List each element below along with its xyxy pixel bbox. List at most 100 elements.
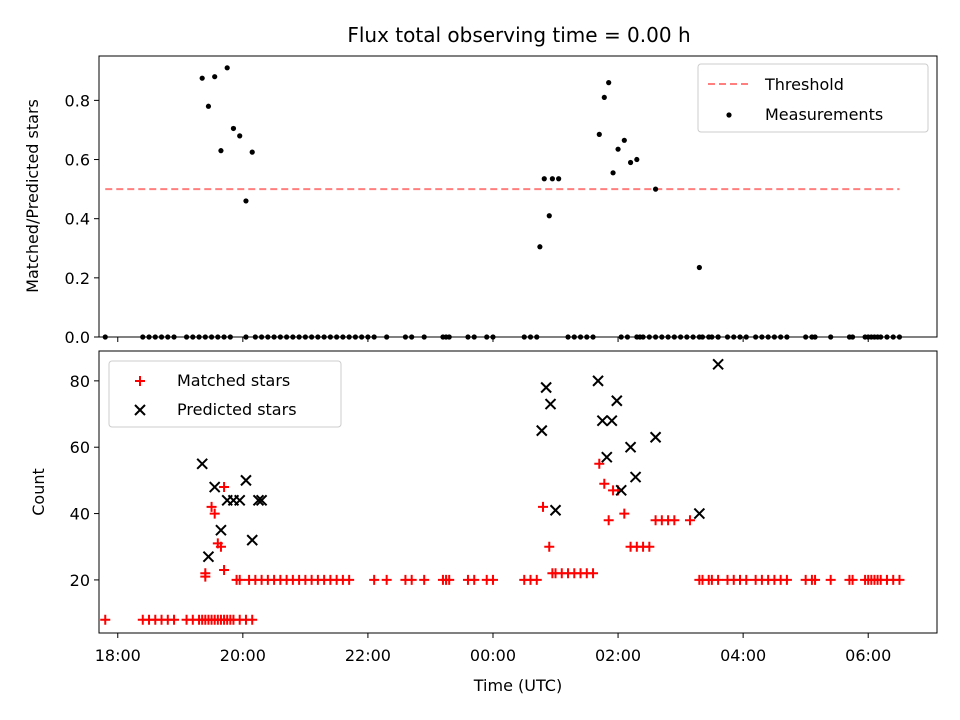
measurement-point [199, 75, 205, 81]
matched-stars-point [810, 574, 821, 585]
measurement-point [212, 74, 218, 80]
predicted-stars-point [693, 507, 706, 520]
matched-stars-point [741, 574, 752, 585]
measurement-point [696, 264, 702, 271]
matched-stars-point [469, 574, 480, 585]
predicted-stars-point [252, 494, 265, 507]
matched-stars-point [247, 614, 258, 625]
count-y-tick-label: 20 [70, 571, 90, 590]
matched-stars-point [669, 515, 680, 526]
matched-stars-point [209, 508, 220, 519]
measurement-point [652, 186, 659, 192]
matched-stars-point [169, 614, 180, 625]
measurement-point [627, 159, 634, 166]
ratio-y-tick-label: 0.2 [65, 269, 90, 288]
matched-stars-point [644, 541, 655, 552]
count-legend: Matched stars Predicted stars [108, 360, 342, 428]
count-x-tick-label: 22:00 [345, 646, 391, 665]
predicted-stars-point [202, 550, 215, 563]
matched-legend-label: Matched stars [177, 371, 290, 390]
matched-stars-point [594, 458, 605, 469]
measurement-point [610, 170, 616, 176]
matched-stars-point [100, 614, 111, 625]
count-y-tick-label: 60 [70, 438, 90, 457]
matched-stars-point [538, 501, 549, 512]
predicted-stars-point [234, 494, 246, 507]
matched-stars-point [219, 564, 230, 575]
measurement-point [546, 213, 552, 219]
ratio-y-tick-label: 0.0 [65, 328, 90, 347]
ratio-y-tick-label: 0.4 [65, 210, 90, 229]
measurement-point [606, 80, 612, 86]
predicted-legend-swatch [134, 404, 146, 416]
ratio-legend: Threshold Measurements [697, 63, 929, 133]
predicted-stars-point [540, 381, 552, 394]
matched-stars-point [684, 515, 695, 526]
measurement-point [615, 146, 621, 152]
predicted-stars-point [255, 494, 268, 507]
measurement-point [205, 103, 212, 109]
matched-stars-point [219, 482, 230, 493]
count-x-tick-label: 00:00 [470, 646, 516, 665]
predicted-stars-point [712, 358, 724, 370]
count-y-axis-label: Count [29, 468, 48, 516]
matched-stars-point [444, 574, 455, 585]
count-x-tick-label: 04:00 [720, 646, 766, 665]
count-y-tick-label: 40 [70, 505, 90, 524]
ratio-axes: 0.0 0.2 0.4 0.6 0.8 [65, 55, 938, 347]
measurement-point [541, 176, 547, 182]
threshold-legend-label: Threshold [764, 75, 844, 94]
matched-stars-point [825, 574, 836, 585]
measurement-point [621, 137, 627, 143]
measurement-point [549, 176, 555, 182]
ratio-panel: 0.00.20.40.60.8 Matched/Predicted stars … [23, 55, 938, 347]
predicted-stars-point [208, 481, 221, 493]
measurement-point [230, 125, 237, 132]
predicted-stars-point [624, 441, 637, 453]
measurement-point [537, 244, 543, 250]
predicted-stars-point [196, 458, 208, 470]
measurement-point [224, 65, 230, 71]
matched-stars-point [599, 478, 610, 489]
predicted-stars-point [240, 474, 252, 487]
ratio-y-axis-label: Matched/Predicted stars [23, 99, 42, 293]
matched-legend-swatch [135, 376, 145, 386]
measurement-point [601, 94, 607, 101]
matched-stars-point [588, 568, 599, 579]
matched-stars-point [847, 574, 858, 585]
matched-stars-point [603, 515, 614, 526]
predicted-stars-point [536, 424, 548, 437]
measurement-point [243, 198, 249, 204]
matched-stars-point [781, 574, 792, 585]
figure-title: Flux total observing time = 0.00 h [347, 23, 690, 47]
ratio-axes-frame [98, 55, 938, 338]
count-x-tick-label: 02:00 [595, 646, 641, 665]
matched-stars-point [344, 574, 355, 585]
count-x-axis-label: Time (UTC) [473, 676, 562, 695]
count-axes-frame [98, 350, 938, 634]
ratio-legend-box [697, 63, 929, 133]
matched-stars-point [234, 574, 245, 585]
count-plot-area [100, 358, 905, 625]
predicted-legend-label: Predicted stars [177, 400, 297, 419]
predicted-stars-point [611, 395, 623, 407]
measurement-point [237, 133, 243, 139]
measurement-point [634, 156, 640, 163]
matched-stars-point [215, 541, 226, 552]
predicted-stars-point [649, 431, 662, 443]
predicted-stars-point [629, 471, 642, 483]
count-axes: 20 40 60 80 18:00 20:00 22:00 00:00 02:00 04:00 06… [70, 350, 938, 665]
matched-stars-point [406, 574, 417, 585]
measurements-legend-swatch [726, 112, 732, 118]
predicted-legend-marker [134, 404, 146, 416]
count-panel: 20 40 60 80 18:00 20:00 22:00 00:00 02:00 04:00 06… [29, 350, 938, 695]
matched-stars-point [713, 574, 724, 585]
matched-stars-point [531, 574, 542, 585]
matched-stars-point [369, 574, 380, 585]
count-x-tick-label: 18:00 [95, 646, 141, 665]
matched-stars-point [544, 541, 555, 552]
predicted-stars-point [549, 504, 562, 516]
matched-stars-point [619, 508, 630, 519]
predicted-stars-point [592, 375, 604, 387]
predicted-stars-point [615, 484, 627, 497]
